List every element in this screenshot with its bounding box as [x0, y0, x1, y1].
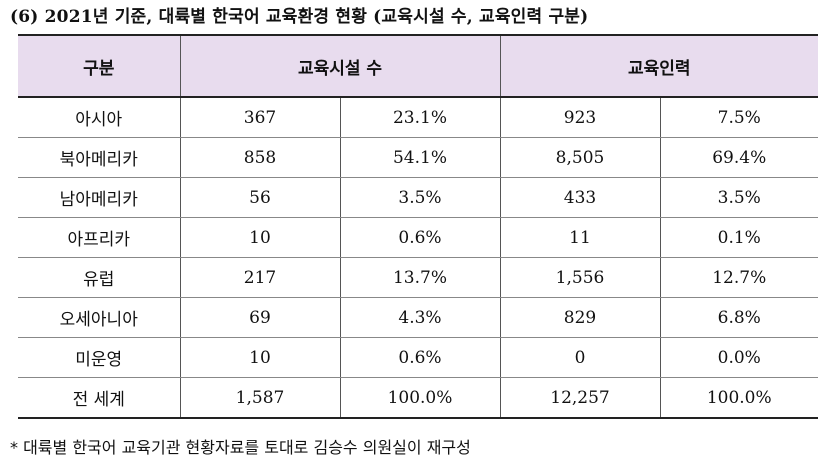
facilities-percent-cell: 0.6% — [340, 337, 501, 378]
facilities-percent-cell: 0.6% — [340, 217, 501, 258]
facilities-percent-cell: 23.1% — [340, 97, 501, 138]
facilities-count-cell: 10 — [180, 337, 341, 378]
header-facilities: 교육시설 수 — [180, 34, 501, 98]
table-row: 미운영 10 0.6% 0 0.0% — [18, 337, 818, 378]
staff-percent-cell: 0.1% — [660, 217, 818, 258]
staff-count-cell: 0 — [500, 337, 661, 378]
region-cell: 북아메리카 — [18, 137, 181, 178]
facilities-percent-cell: 54.1% — [340, 137, 501, 178]
region-cell: 유럽 — [18, 257, 181, 298]
facilities-percent-cell: 3.5% — [340, 177, 501, 218]
table-row: 오세아니아 69 4.3% 829 6.8% — [18, 297, 818, 338]
table-row: 북아메리카 858 54.1% 8,505 69.4% — [18, 137, 818, 178]
staff-count-cell: 433 — [500, 177, 661, 218]
facilities-count-cell: 56 — [180, 177, 341, 218]
staff-percent-cell: 100.0% — [660, 377, 818, 419]
staff-percent-cell: 6.8% — [660, 297, 818, 338]
staff-percent-cell: 12.7% — [660, 257, 818, 298]
region-cell: 아프리카 — [18, 217, 181, 258]
facilities-percent-cell: 13.7% — [340, 257, 501, 298]
header-row: 구분 교육시설 수 교육인력 — [18, 34, 818, 98]
facilities-count-cell: 1,587 — [180, 377, 341, 419]
facilities-count-cell: 217 — [180, 257, 341, 298]
table-row: 아프리카 10 0.6% 11 0.1% — [18, 217, 818, 258]
facilities-count-cell: 858 — [180, 137, 341, 178]
staff-count-cell: 829 — [500, 297, 661, 338]
facilities-count-cell: 10 — [180, 217, 341, 258]
table-body: 아시아 367 23.1% 923 7.5% 북아메리카 858 54.1% 8,505 69.4… — [18, 97, 818, 419]
table-title: (6) 2021년 기준, 대륙별 한국어 교육환경 현황 (교육시설 수, 교… — [10, 7, 589, 27]
staff-percent-cell: 69.4% — [660, 137, 818, 178]
table-row: 전 세계 1,587 100.0% 12,257 100.0% — [18, 377, 818, 419]
staff-count-cell: 11 — [500, 217, 661, 258]
region-cell: 남아메리카 — [18, 177, 181, 218]
education-environment-table: 구분 교육시설 수 교육인력 아시아 367 23.1% 923 7.5% 북아메리카 85… — [18, 34, 818, 419]
region-cell: 미운영 — [18, 337, 181, 378]
table-row: 아시아 367 23.1% 923 7.5% — [18, 97, 818, 138]
region-cell: 전 세계 — [18, 377, 181, 419]
facilities-percent-cell: 100.0% — [340, 377, 501, 419]
region-cell: 아시아 — [18, 97, 181, 138]
table-row: 유럽 217 13.7% 1,556 12.7% — [18, 257, 818, 298]
staff-count-cell: 1,556 — [500, 257, 661, 298]
table-row: 남아메리카 56 3.5% 433 3.5% — [18, 177, 818, 218]
footnote: * 대륙별 한국어 교육기관 현황자료를 토대로 김승수 의원실이 재구성 — [10, 438, 471, 457]
region-cell: 오세아니아 — [18, 297, 181, 338]
staff-count-cell: 8,505 — [500, 137, 661, 178]
header-staff: 교육인력 — [500, 34, 818, 98]
facilities-count-cell: 69 — [180, 297, 341, 338]
facilities-percent-cell: 4.3% — [340, 297, 501, 338]
staff-percent-cell: 0.0% — [660, 337, 818, 378]
staff-count-cell: 12,257 — [500, 377, 661, 419]
staff-percent-cell: 3.5% — [660, 177, 818, 218]
staff-count-cell: 923 — [500, 97, 661, 138]
header-category: 구분 — [18, 34, 181, 98]
facilities-count-cell: 367 — [180, 97, 341, 138]
staff-percent-cell: 7.5% — [660, 97, 818, 138]
